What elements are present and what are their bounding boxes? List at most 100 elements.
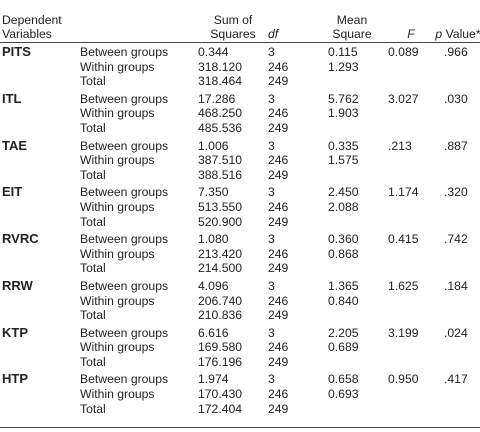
df-cell: 249 xyxy=(268,74,289,89)
p-value-cell: .030 xyxy=(444,91,468,106)
sum-of-squares-cell: 1.006 xyxy=(198,138,229,153)
table-row: EIT Between groups 7.350 3 2.450 1.174 .320 xyxy=(0,182,480,200)
source-cell: Between groups xyxy=(80,185,169,200)
variable-cell xyxy=(0,60,80,75)
df-cell: 249 xyxy=(268,308,289,323)
p-value-cell: .966 xyxy=(444,45,468,59)
bottom-rule xyxy=(0,427,480,428)
sum-of-squares-cell: 318.464 xyxy=(198,74,243,89)
p-value-cell: .887 xyxy=(444,138,468,153)
variable-cell xyxy=(0,106,80,121)
p-value-cell: .184 xyxy=(444,278,468,293)
col-sum-of-squares: Sum of Squares xyxy=(210,12,256,42)
p-value-cell: .320 xyxy=(444,185,468,200)
f-cell xyxy=(388,153,434,168)
source-cell: Between groups xyxy=(80,232,169,247)
sum-of-squares-cell: 7.350 xyxy=(198,185,229,200)
variable-cell xyxy=(0,168,80,183)
table-row: PITS Between groups 0.344 3 0.115 0.089 .966 xyxy=(0,42,480,60)
sum-of-squares-cell: 0.344 xyxy=(198,45,229,59)
source-cell: Within groups xyxy=(80,106,155,121)
df-cell: 249 xyxy=(268,120,289,135)
col-p-value: p Value* xyxy=(435,27,480,42)
f-cell xyxy=(388,74,434,89)
variable-cell xyxy=(0,355,80,370)
sum-of-squares-cell: 210.836 xyxy=(198,308,243,323)
f-cell: 1.174 xyxy=(388,185,419,200)
f-cell xyxy=(388,247,434,262)
variable-cell xyxy=(0,121,80,136)
f-cell: 3.027 xyxy=(388,91,419,106)
variable-cell xyxy=(0,261,80,276)
p-value-cell xyxy=(434,387,480,402)
variable-cell: EIT xyxy=(2,184,23,200)
table-row: Total 210.836 249 xyxy=(0,308,480,323)
df-cell: 3 xyxy=(268,45,275,59)
table-row: RRW Between groups 4.096 3 1.365 1.625 .184 xyxy=(0,276,480,294)
f-cell xyxy=(388,308,434,323)
f-cell xyxy=(388,168,434,183)
mean-square-cell: 0.360 xyxy=(328,232,359,247)
col-df: df xyxy=(268,27,279,42)
mean-square-cell: 1.575 xyxy=(328,153,359,168)
mean-square-cell xyxy=(316,355,388,370)
df-cell: 246 xyxy=(268,293,289,308)
table-row: RVRC Between groups 1.080 3 0.360 0.415 .742 xyxy=(0,229,480,247)
sum-of-squares-cell: 170.430 xyxy=(198,387,243,402)
variable-cell xyxy=(0,387,80,402)
df-cell: 249 xyxy=(268,214,289,229)
table-row: Within groups 468.250 246 1.903 xyxy=(0,106,480,121)
p-value-cell xyxy=(434,60,480,75)
mean-square-cell: 0.335 xyxy=(328,138,359,153)
sum-of-squares-cell: 17.286 xyxy=(198,91,236,106)
sum-of-squares-cell: 213.420 xyxy=(198,246,243,261)
mean-square-cell: 1.903 xyxy=(328,106,359,121)
f-cell xyxy=(388,294,434,309)
anova-table: Dependent Variables Sum of Squares df Me… xyxy=(0,6,480,416)
p-value-cell: .024 xyxy=(444,325,468,340)
p-value-cell xyxy=(434,355,480,370)
table-row: TAE Between groups 1.006 3 0.335 .213 .887 xyxy=(0,136,480,154)
table-row: Within groups 387.510 246 1.575 xyxy=(0,153,480,168)
variable-cell xyxy=(0,215,80,230)
col-dependent-variables: Dependent Variables xyxy=(2,12,62,42)
mean-square-cell: 2.088 xyxy=(328,199,359,214)
f-cell: 1.625 xyxy=(388,278,419,293)
sum-of-squares-cell: 387.510 xyxy=(198,153,243,168)
df-cell: 249 xyxy=(268,261,289,276)
sum-of-squares-cell: 388.516 xyxy=(198,167,243,182)
source-cell: Within groups xyxy=(80,199,155,214)
p-value-cell: .417 xyxy=(444,372,468,387)
sum-of-squares-cell: 169.580 xyxy=(198,340,243,355)
table-row: HTP Between groups 1.974 3 0.658 0.950 .417 xyxy=(0,369,480,387)
mean-square-cell xyxy=(316,261,388,276)
df-cell: 246 xyxy=(268,153,289,168)
mean-square-cell: 0.689 xyxy=(328,340,359,355)
p-value-cell xyxy=(434,200,480,215)
sum-of-squares-cell: 214.500 xyxy=(198,261,243,276)
source-cell: Total xyxy=(80,354,106,369)
table-row: Within groups 170.430 246 0.693 xyxy=(0,387,480,402)
p-value-cell xyxy=(434,261,480,276)
variable-cell: TAE xyxy=(2,137,28,153)
table-header: Dependent Variables Sum of Squares df Me… xyxy=(0,6,480,42)
sum-of-squares-cell: 485.536 xyxy=(198,120,243,135)
table-body: PITS Between groups 0.344 3 0.115 0.089.966 Wi… xyxy=(0,42,480,416)
f-cell: 3.199 xyxy=(388,325,419,340)
table-row: Within groups 213.420 246 0.868 xyxy=(0,247,480,262)
sum-of-squares-cell: 176.196 xyxy=(198,354,243,369)
mean-square-cell: 0.868 xyxy=(328,246,359,261)
source-cell: Within groups xyxy=(80,59,155,74)
variable-cell xyxy=(0,200,80,215)
source-cell: Total xyxy=(80,261,106,276)
variable-cell xyxy=(0,247,80,262)
source-cell: Within groups xyxy=(80,153,155,168)
source-cell: Within groups xyxy=(80,387,155,402)
p-value-cell: .742 xyxy=(444,232,468,247)
table-row: ITL Between groups 17.286 3 5.762 3.027 .030 xyxy=(0,89,480,107)
p-value-cell xyxy=(434,402,480,417)
f-cell xyxy=(388,261,434,276)
sum-of-squares-cell: 520.900 xyxy=(198,214,243,229)
f-cell: .213 xyxy=(388,138,412,153)
mean-square-cell: 0.115 xyxy=(328,45,358,59)
